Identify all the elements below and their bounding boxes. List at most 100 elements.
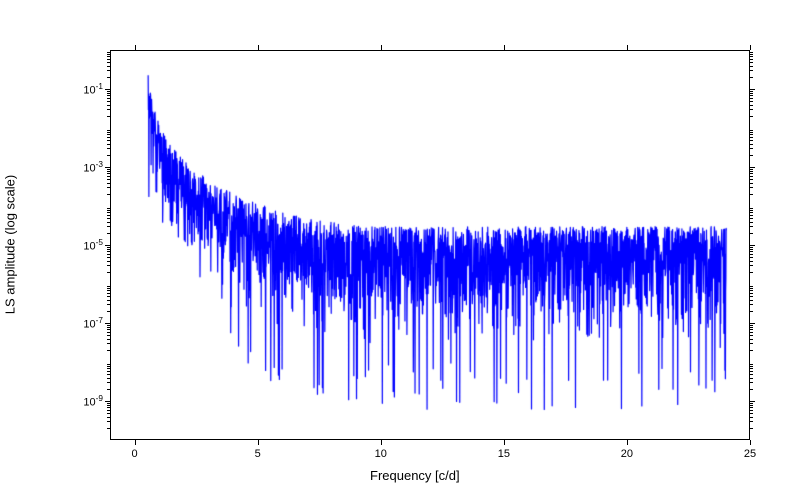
x-tick-label: 20 bbox=[621, 448, 633, 460]
y-minor-tick bbox=[107, 52, 110, 53]
y-minor-tick bbox=[750, 59, 753, 60]
y-minor-tick bbox=[107, 407, 110, 408]
y-minor-tick bbox=[750, 101, 753, 102]
y-minor-tick bbox=[107, 56, 110, 57]
y-minor-tick bbox=[107, 247, 110, 248]
y-minor-tick bbox=[107, 405, 110, 406]
y-minor-tick bbox=[750, 364, 753, 365]
y-minor-tick bbox=[750, 233, 753, 234]
y-minor-tick bbox=[107, 428, 110, 429]
y-minor-tick bbox=[107, 350, 110, 351]
y-minor-tick bbox=[750, 218, 753, 219]
x-tick-label: 25 bbox=[744, 448, 756, 460]
y-minor-tick bbox=[750, 212, 753, 213]
y-tick-label: 10-1 bbox=[65, 82, 103, 97]
y-minor-tick bbox=[107, 212, 110, 213]
y-minor-tick bbox=[750, 137, 753, 138]
y-minor-tick bbox=[750, 169, 753, 170]
y-minor-tick bbox=[750, 304, 753, 305]
x-tick-mark bbox=[135, 440, 136, 445]
x-tick-mark bbox=[504, 440, 505, 445]
y-minor-tick bbox=[107, 95, 110, 96]
y-minor-tick bbox=[750, 54, 753, 55]
y-minor-tick bbox=[750, 95, 753, 96]
y-minor-tick bbox=[107, 59, 110, 60]
y-minor-tick bbox=[107, 210, 110, 211]
y-minor-tick bbox=[107, 327, 110, 328]
y-minor-tick bbox=[750, 389, 753, 390]
y-minor-tick bbox=[107, 222, 110, 223]
y-minor-tick bbox=[750, 226, 753, 227]
x-tick-mark bbox=[381, 440, 382, 445]
y-minor-tick bbox=[750, 187, 753, 188]
y-minor-tick bbox=[750, 109, 753, 110]
plot-area bbox=[110, 50, 750, 440]
y-minor-tick bbox=[750, 286, 753, 287]
y-minor-tick bbox=[107, 272, 110, 273]
y-minor-tick bbox=[107, 335, 110, 336]
x-tick-label: 15 bbox=[498, 448, 510, 460]
y-minor-tick bbox=[750, 325, 753, 326]
x-tick-label: 5 bbox=[255, 448, 261, 460]
y-minor-tick bbox=[107, 208, 110, 209]
y-minor-tick bbox=[750, 91, 753, 92]
y-minor-tick bbox=[107, 105, 110, 106]
spectrum-line bbox=[111, 51, 751, 441]
x-tick-mark bbox=[627, 45, 628, 50]
y-minor-tick bbox=[750, 116, 753, 117]
x-tick-label: 10 bbox=[375, 448, 387, 460]
y-minor-tick bbox=[750, 98, 753, 99]
y-minor-tick bbox=[107, 368, 110, 369]
x-tick-mark bbox=[258, 45, 259, 50]
y-minor-tick bbox=[107, 194, 110, 195]
y-minor-tick bbox=[107, 403, 110, 404]
y-minor-tick bbox=[750, 176, 753, 177]
y-minor-tick bbox=[107, 257, 110, 258]
y-minor-tick bbox=[750, 350, 753, 351]
y-minor-tick bbox=[107, 417, 110, 418]
y-tick-label: 10-5 bbox=[65, 238, 103, 253]
y-minor-tick bbox=[107, 98, 110, 99]
y-minor-tick bbox=[750, 62, 753, 63]
y-minor-tick bbox=[107, 374, 110, 375]
y-minor-tick bbox=[750, 300, 753, 301]
y-minor-tick bbox=[750, 155, 753, 156]
y-minor-tick bbox=[107, 296, 110, 297]
y-minor-tick bbox=[750, 368, 753, 369]
y-minor-tick bbox=[750, 335, 753, 336]
y-minor-tick bbox=[750, 382, 753, 383]
y-minor-tick bbox=[107, 62, 110, 63]
y-minor-tick bbox=[107, 343, 110, 344]
y-minor-tick bbox=[750, 405, 753, 406]
y-minor-tick bbox=[107, 265, 110, 266]
y-minor-tick bbox=[107, 116, 110, 117]
y-minor-tick bbox=[750, 105, 753, 106]
y-minor-tick bbox=[107, 169, 110, 170]
y-minor-tick bbox=[107, 413, 110, 414]
x-tick-mark bbox=[381, 45, 382, 50]
y-axis-label: LS amplitude (log scale) bbox=[3, 145, 18, 345]
y-minor-tick bbox=[750, 329, 753, 330]
y-minor-tick bbox=[750, 343, 753, 344]
y-minor-tick bbox=[750, 366, 753, 367]
y-minor-tick bbox=[750, 257, 753, 258]
y-minor-tick bbox=[107, 288, 110, 289]
y-minor-tick bbox=[107, 144, 110, 145]
y-minor-tick bbox=[107, 54, 110, 55]
y-minor-tick bbox=[750, 93, 753, 94]
y-minor-tick bbox=[107, 286, 110, 287]
y-minor-tick bbox=[750, 208, 753, 209]
y-minor-tick bbox=[107, 233, 110, 234]
y-minor-tick bbox=[750, 210, 753, 211]
y-tick-label: 10-9 bbox=[65, 394, 103, 409]
y-minor-tick bbox=[107, 226, 110, 227]
y-minor-tick bbox=[750, 288, 753, 289]
x-axis-label: Frequency [c/d] bbox=[370, 468, 460, 483]
y-minor-tick bbox=[750, 374, 753, 375]
y-minor-tick bbox=[750, 70, 753, 71]
y-minor-tick bbox=[750, 371, 753, 372]
y-minor-tick bbox=[750, 66, 753, 67]
y-minor-tick bbox=[107, 311, 110, 312]
y-minor-tick bbox=[107, 325, 110, 326]
y-minor-tick bbox=[107, 382, 110, 383]
